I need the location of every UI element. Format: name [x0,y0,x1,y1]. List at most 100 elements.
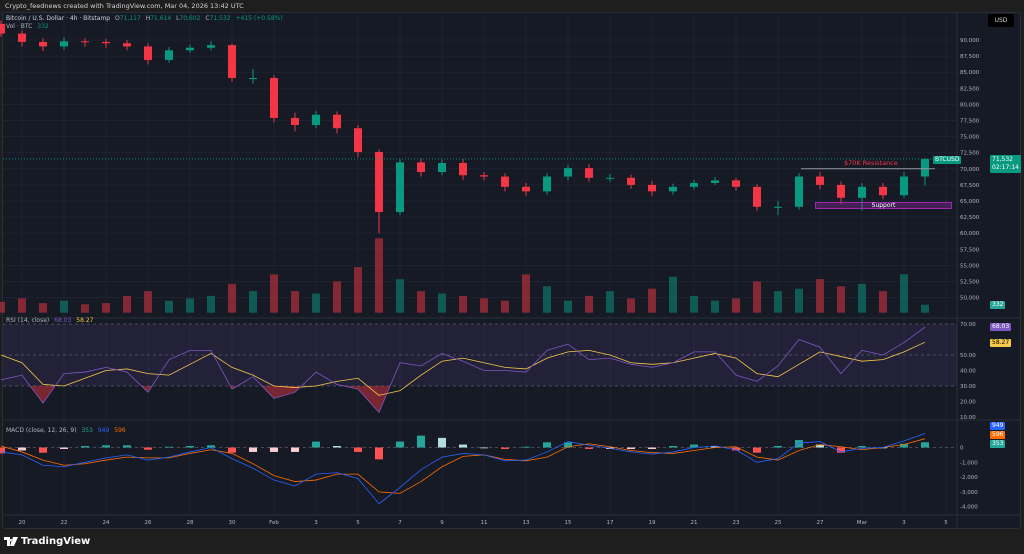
macd-hist-value: 353 [81,427,93,434]
candle-body [879,186,887,196]
macd-histogram-bar [291,447,299,452]
macd-histogram-bar [522,446,530,448]
price-axis-tick: 65,000 [960,199,980,205]
price-axis-tick: 87,500 [960,54,980,60]
macd-histogram-bar [60,447,68,449]
candle-body [354,128,362,153]
time-axis-tick: 19 [649,520,656,526]
volume-bar [459,295,467,313]
price-axis-tick: 52,500 [960,280,980,286]
volume-bar [501,300,509,313]
macd-histogram-bar [921,442,929,448]
candle-body [270,77,278,118]
rsi-ma-badge: 58.27 [990,339,1012,347]
candle-body [753,186,761,207]
volume-bar [606,291,614,313]
macd-histogram-bar [438,437,446,448]
macd-histogram-bar [228,447,236,453]
volume-bar [354,267,362,313]
rsi-title: RSI (14, close) [6,317,50,324]
rsi-legend: RSI (14, close) 68.03 58.27 [6,317,96,324]
volume-bar [627,298,635,313]
candle-body [333,114,341,129]
last-price: 71,532 [992,156,1013,163]
histogram-badge: 353 [990,440,1006,448]
macd-histogram-bar [81,446,89,448]
macd-histogram-bar [312,441,320,448]
price-axis-tick: 85,000 [960,70,980,76]
time-axis-tick: 3 [314,520,318,526]
volume-bar [312,293,320,313]
price-axis-tick: 50,000 [960,296,980,302]
macd-histogram-bar [102,445,110,448]
candle-body [207,45,215,48]
time-axis-tick: 27 [817,520,824,526]
macd-histogram-bar [186,446,194,448]
attribution-text: Crypto_feednews created with TradingView… [5,2,244,10]
tradingview-logo-icon [4,537,18,546]
symbol-legend: Bitcoin / U.S. Dollar · 4h · Bitstamp O7… [6,15,286,22]
macd-histogram-bar [732,447,740,451]
volume-bar [564,300,572,313]
candle-body [522,186,530,192]
price-axis-tick: 77,500 [960,119,980,125]
time-axis-tick: 9 [440,520,444,526]
macd-histogram-bar [837,447,845,453]
candle-body [606,177,614,179]
volume-bar [249,291,257,313]
resistance-label[interactable]: $70K Resistance [844,159,898,167]
candle-body [0,23,5,34]
macd-histogram-bar [144,447,152,450]
time-axis-tick: 17 [607,520,614,526]
price-axis-tick: 57,500 [960,247,980,253]
grid [3,13,1020,528]
chart-panel[interactable] [2,12,1021,529]
price-axis-tick: 67,500 [960,183,980,189]
macd-series [0,433,957,505]
volume-bar [0,301,5,313]
volume-bar [900,274,908,313]
macd-histogram-bar [795,440,803,448]
ohlc-open: O71,117 [115,15,141,22]
volume-bar [417,291,425,313]
volume-bar [375,238,383,313]
candle-body [144,46,152,60]
tradingview-logo[interactable]: TradingView [4,536,90,547]
volume-bar [123,295,131,313]
macd-signal-value: 596 [114,427,126,434]
rsi-axis-tick: 20.00 [960,400,976,406]
support-zone[interactable]: Support [815,202,952,209]
candle-body [858,186,866,198]
volume-bar [144,291,152,313]
candle-body [501,176,509,187]
candle-body [627,177,635,185]
macd-histogram-bar [123,445,131,448]
time-axis-tick: 22 [61,520,68,526]
candle-series [0,20,929,234]
volume-bar [228,283,236,313]
last-price-badge: 71,532 02:17:14 [990,155,1021,173]
macd-histogram-bar [858,446,866,448]
volume-bar [774,291,782,313]
volume-bar [732,298,740,313]
candle-body [795,176,803,207]
volume-bar [291,291,299,313]
candle-body [123,43,131,47]
macd-histogram-bar [0,447,5,454]
volume-value: 332 [37,23,49,30]
candle-body [18,33,26,42]
candle-body [543,176,551,192]
volume-badge: 332 [990,301,1006,309]
macd-histogram-bar [459,444,467,448]
volume-bar [186,298,194,313]
macd-line [0,433,926,505]
time-axis-tick: 11 [481,520,488,526]
macd-histogram-bar [207,445,215,448]
currency-button[interactable]: USD [988,14,1014,27]
time-axis-tick: 3 [902,520,906,526]
candle-body [396,162,404,212]
macd-histogram-bar [39,447,47,453]
price-axis-tick: 90,000 [960,38,980,44]
candle-body [186,47,194,51]
